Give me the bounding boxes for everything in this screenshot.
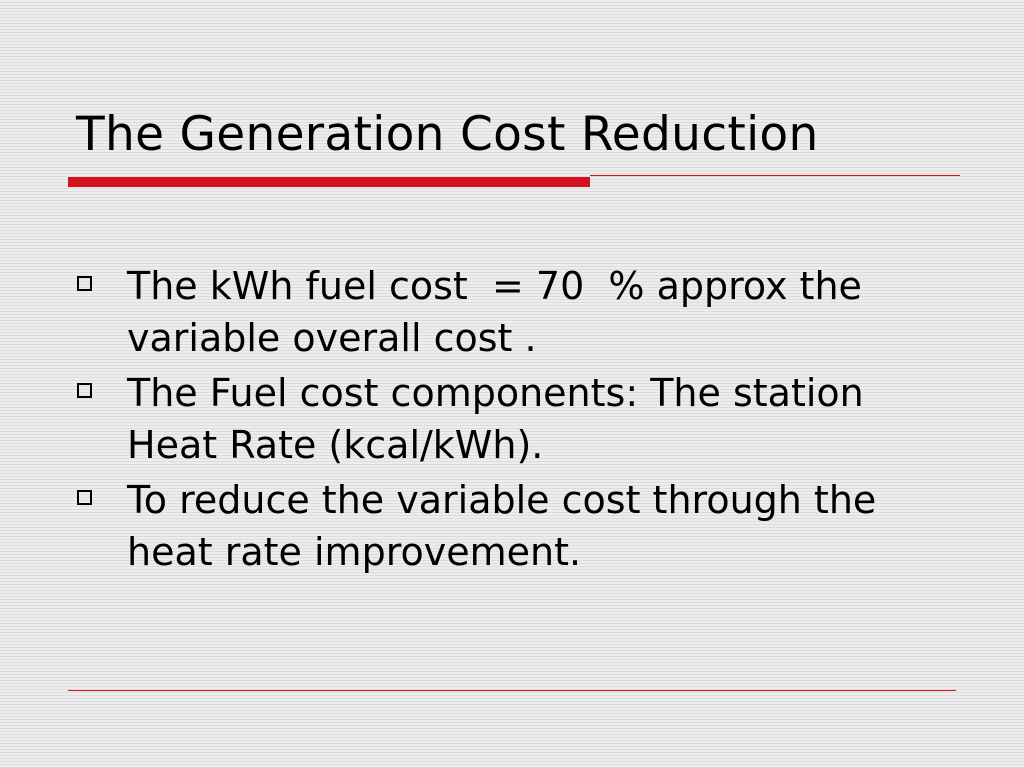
bullet-text: The Fuel cost components: The station He… <box>127 371 876 467</box>
footer-divider <box>68 690 956 691</box>
bullet-list: The kWh fuel cost = 70 % approx the vari… <box>0 260 1024 581</box>
title-underline-thin <box>590 175 960 176</box>
bullet-item: The kWh fuel cost = 70 % approx the vari… <box>0 260 957 364</box>
bullet-text: The kWh fuel cost = 70 % approx the vari… <box>127 264 875 360</box>
bullet-item: To reduce the variable cost through the … <box>0 474 957 578</box>
bullet-text: To reduce the variable cost through the … <box>127 478 889 574</box>
title-underline-thick <box>68 177 590 187</box>
hollow-square-bullet-icon <box>77 383 92 398</box>
hollow-square-bullet-icon <box>77 276 92 291</box>
hollow-square-bullet-icon <box>77 490 92 505</box>
slide-title: The Generation Cost Reduction <box>76 107 819 162</box>
bullet-item: The Fuel cost components: The station He… <box>0 367 957 471</box>
